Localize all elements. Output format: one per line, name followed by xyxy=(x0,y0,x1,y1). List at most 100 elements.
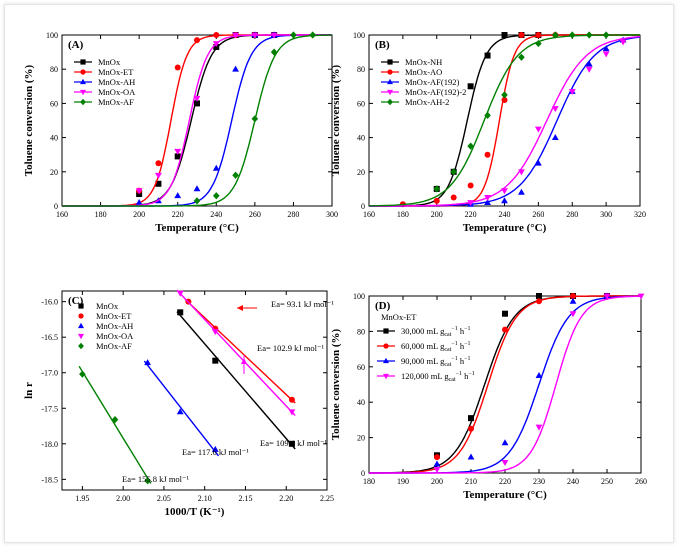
data-point xyxy=(434,454,440,461)
data-point xyxy=(484,195,491,202)
x-tick-label: 200 xyxy=(133,210,145,219)
legend-label: MnOx-AH-2 xyxy=(405,97,449,107)
legend-marker xyxy=(387,98,393,106)
legend-unit-sub: cat xyxy=(444,332,451,338)
legend-marker xyxy=(383,357,389,364)
series-5 xyxy=(369,31,640,207)
annotation: Ea= 155.8 kJ mol⁻¹ xyxy=(122,474,190,484)
data-point xyxy=(501,96,508,103)
legend-item: MnOx xyxy=(74,57,121,67)
legend-label: MnOx xyxy=(98,57,121,67)
x-axis-label: Temperature (°C) xyxy=(463,222,547,234)
annotation-label: Ea= 155.8 kJ mol⁻¹ xyxy=(122,474,190,484)
y-tick-label: 80 xyxy=(357,65,365,74)
y-tick-label: 80 xyxy=(50,65,58,74)
data-point xyxy=(585,60,593,67)
annotation: Ea= 102.9 kJ mol⁻¹ xyxy=(241,343,325,374)
legend-label: MnOx-NH xyxy=(405,57,442,67)
series-line xyxy=(369,35,641,207)
annotation-label: Ea= 109.4 kJ mol⁻¹ xyxy=(260,438,328,448)
data-point xyxy=(568,31,576,39)
legend-label: MnOx-AF xyxy=(96,341,132,351)
data-point xyxy=(211,329,219,336)
data-point xyxy=(501,188,508,195)
y-tick-label: 20 xyxy=(50,168,58,177)
x-tick-label: 250 xyxy=(601,477,613,486)
y-axis-label: Toluene conversion (%) xyxy=(330,64,342,176)
series-line xyxy=(369,295,641,474)
y-tick-label: 60 xyxy=(357,99,365,108)
data-point xyxy=(174,148,182,155)
legend-label: MnOx-AH xyxy=(96,321,133,331)
x-tick-label: 260 xyxy=(532,210,544,219)
legend-label: MnOx xyxy=(96,301,119,311)
y-tick-label: -17.0 xyxy=(41,369,58,378)
legend-marker xyxy=(78,333,84,340)
data-point xyxy=(534,126,542,133)
legend: MnOx-NHMnOx-AOMnOx-AF(192)MnOx-AF(192)-2… xyxy=(381,57,466,107)
legend-item: MnOx-OA xyxy=(74,87,136,97)
y-tick-label: -16.5 xyxy=(41,333,58,342)
legend-label: MnOx-AF xyxy=(98,97,134,107)
chart-panel-4: 180 190 200 210 220 230 240 250 260 0 20 40 60 80 100 T… xyxy=(330,292,647,501)
y-tick-label: 0 xyxy=(54,202,58,211)
x-tick-label: 280 xyxy=(566,210,578,219)
legend-label: MnOx-AF(192) xyxy=(405,77,459,87)
legend-label: MnOx-ET xyxy=(98,67,134,77)
legend-unit-sub: cat xyxy=(444,362,451,368)
data-point xyxy=(602,45,610,52)
data-point xyxy=(213,32,220,38)
panel-label: (D) xyxy=(375,300,391,312)
data-point xyxy=(174,153,181,160)
series-line xyxy=(62,34,332,207)
y-tick-label: 100 xyxy=(46,31,58,40)
chart-panel-1: 160 180 200 220 240 260 280 300 0 20 40 60 80 100 Temp… xyxy=(23,31,338,234)
legend-item: MnOx-AH xyxy=(74,77,135,87)
data-point xyxy=(484,111,491,119)
legend-item: 30,000 mL gcat−1 h−1 xyxy=(377,326,471,338)
legend-label: MnOx-AO xyxy=(405,67,442,77)
x-axis-label: 1000/T (K⁻¹) xyxy=(165,506,225,518)
legend-marker xyxy=(383,328,389,334)
data-point xyxy=(535,372,543,379)
legend-item: 60,000 mL gcat−1 h−1 xyxy=(377,341,471,353)
legend-marker xyxy=(80,78,86,85)
annotation-label: Ea= 102.9 kJ mol⁻¹ xyxy=(257,343,325,353)
legend-label: 90,000 mL gcat−1 h−1 xyxy=(401,356,471,368)
data-point xyxy=(570,293,576,299)
data-point xyxy=(518,32,525,38)
data-point xyxy=(288,409,296,416)
legend-item: MnOx-OA xyxy=(78,331,134,341)
data-point xyxy=(603,293,611,300)
y-tick-label: -16.0 xyxy=(41,298,58,307)
legend-unit-sup: −1 xyxy=(451,341,457,347)
data-point xyxy=(502,310,508,317)
x-tick-label: 230 xyxy=(533,477,545,486)
data-point xyxy=(176,408,184,415)
legend-unit-tail: h xyxy=(458,326,465,336)
data-point xyxy=(193,185,201,192)
x-tick-label: 1.95 xyxy=(75,494,89,503)
y-tick-label: -18.0 xyxy=(41,440,58,449)
legend-marker xyxy=(78,342,84,350)
series-line xyxy=(369,295,641,474)
data-point xyxy=(155,160,162,167)
data-point xyxy=(212,164,220,171)
data-point xyxy=(467,83,474,90)
y-tick-label: 0 xyxy=(361,469,365,478)
data-point xyxy=(501,459,509,466)
y-tick-label: -18.5 xyxy=(41,475,58,484)
data-point xyxy=(518,188,525,195)
series-5 xyxy=(62,31,332,207)
series-line xyxy=(369,295,641,474)
y-tick-label: 60 xyxy=(50,99,58,108)
legend-label: MnOx-OA xyxy=(98,87,136,97)
legend-item: MnOx-AF xyxy=(74,97,134,107)
data-point xyxy=(619,39,627,46)
y-tick-label: 100 xyxy=(353,292,365,301)
data-point xyxy=(251,115,259,123)
annotation: Ea= 117.6 kJ mol⁻¹ xyxy=(182,447,249,457)
x-tick-label: 300 xyxy=(600,210,612,219)
x-tick-label: 160 xyxy=(363,210,375,219)
data-point xyxy=(212,41,220,48)
